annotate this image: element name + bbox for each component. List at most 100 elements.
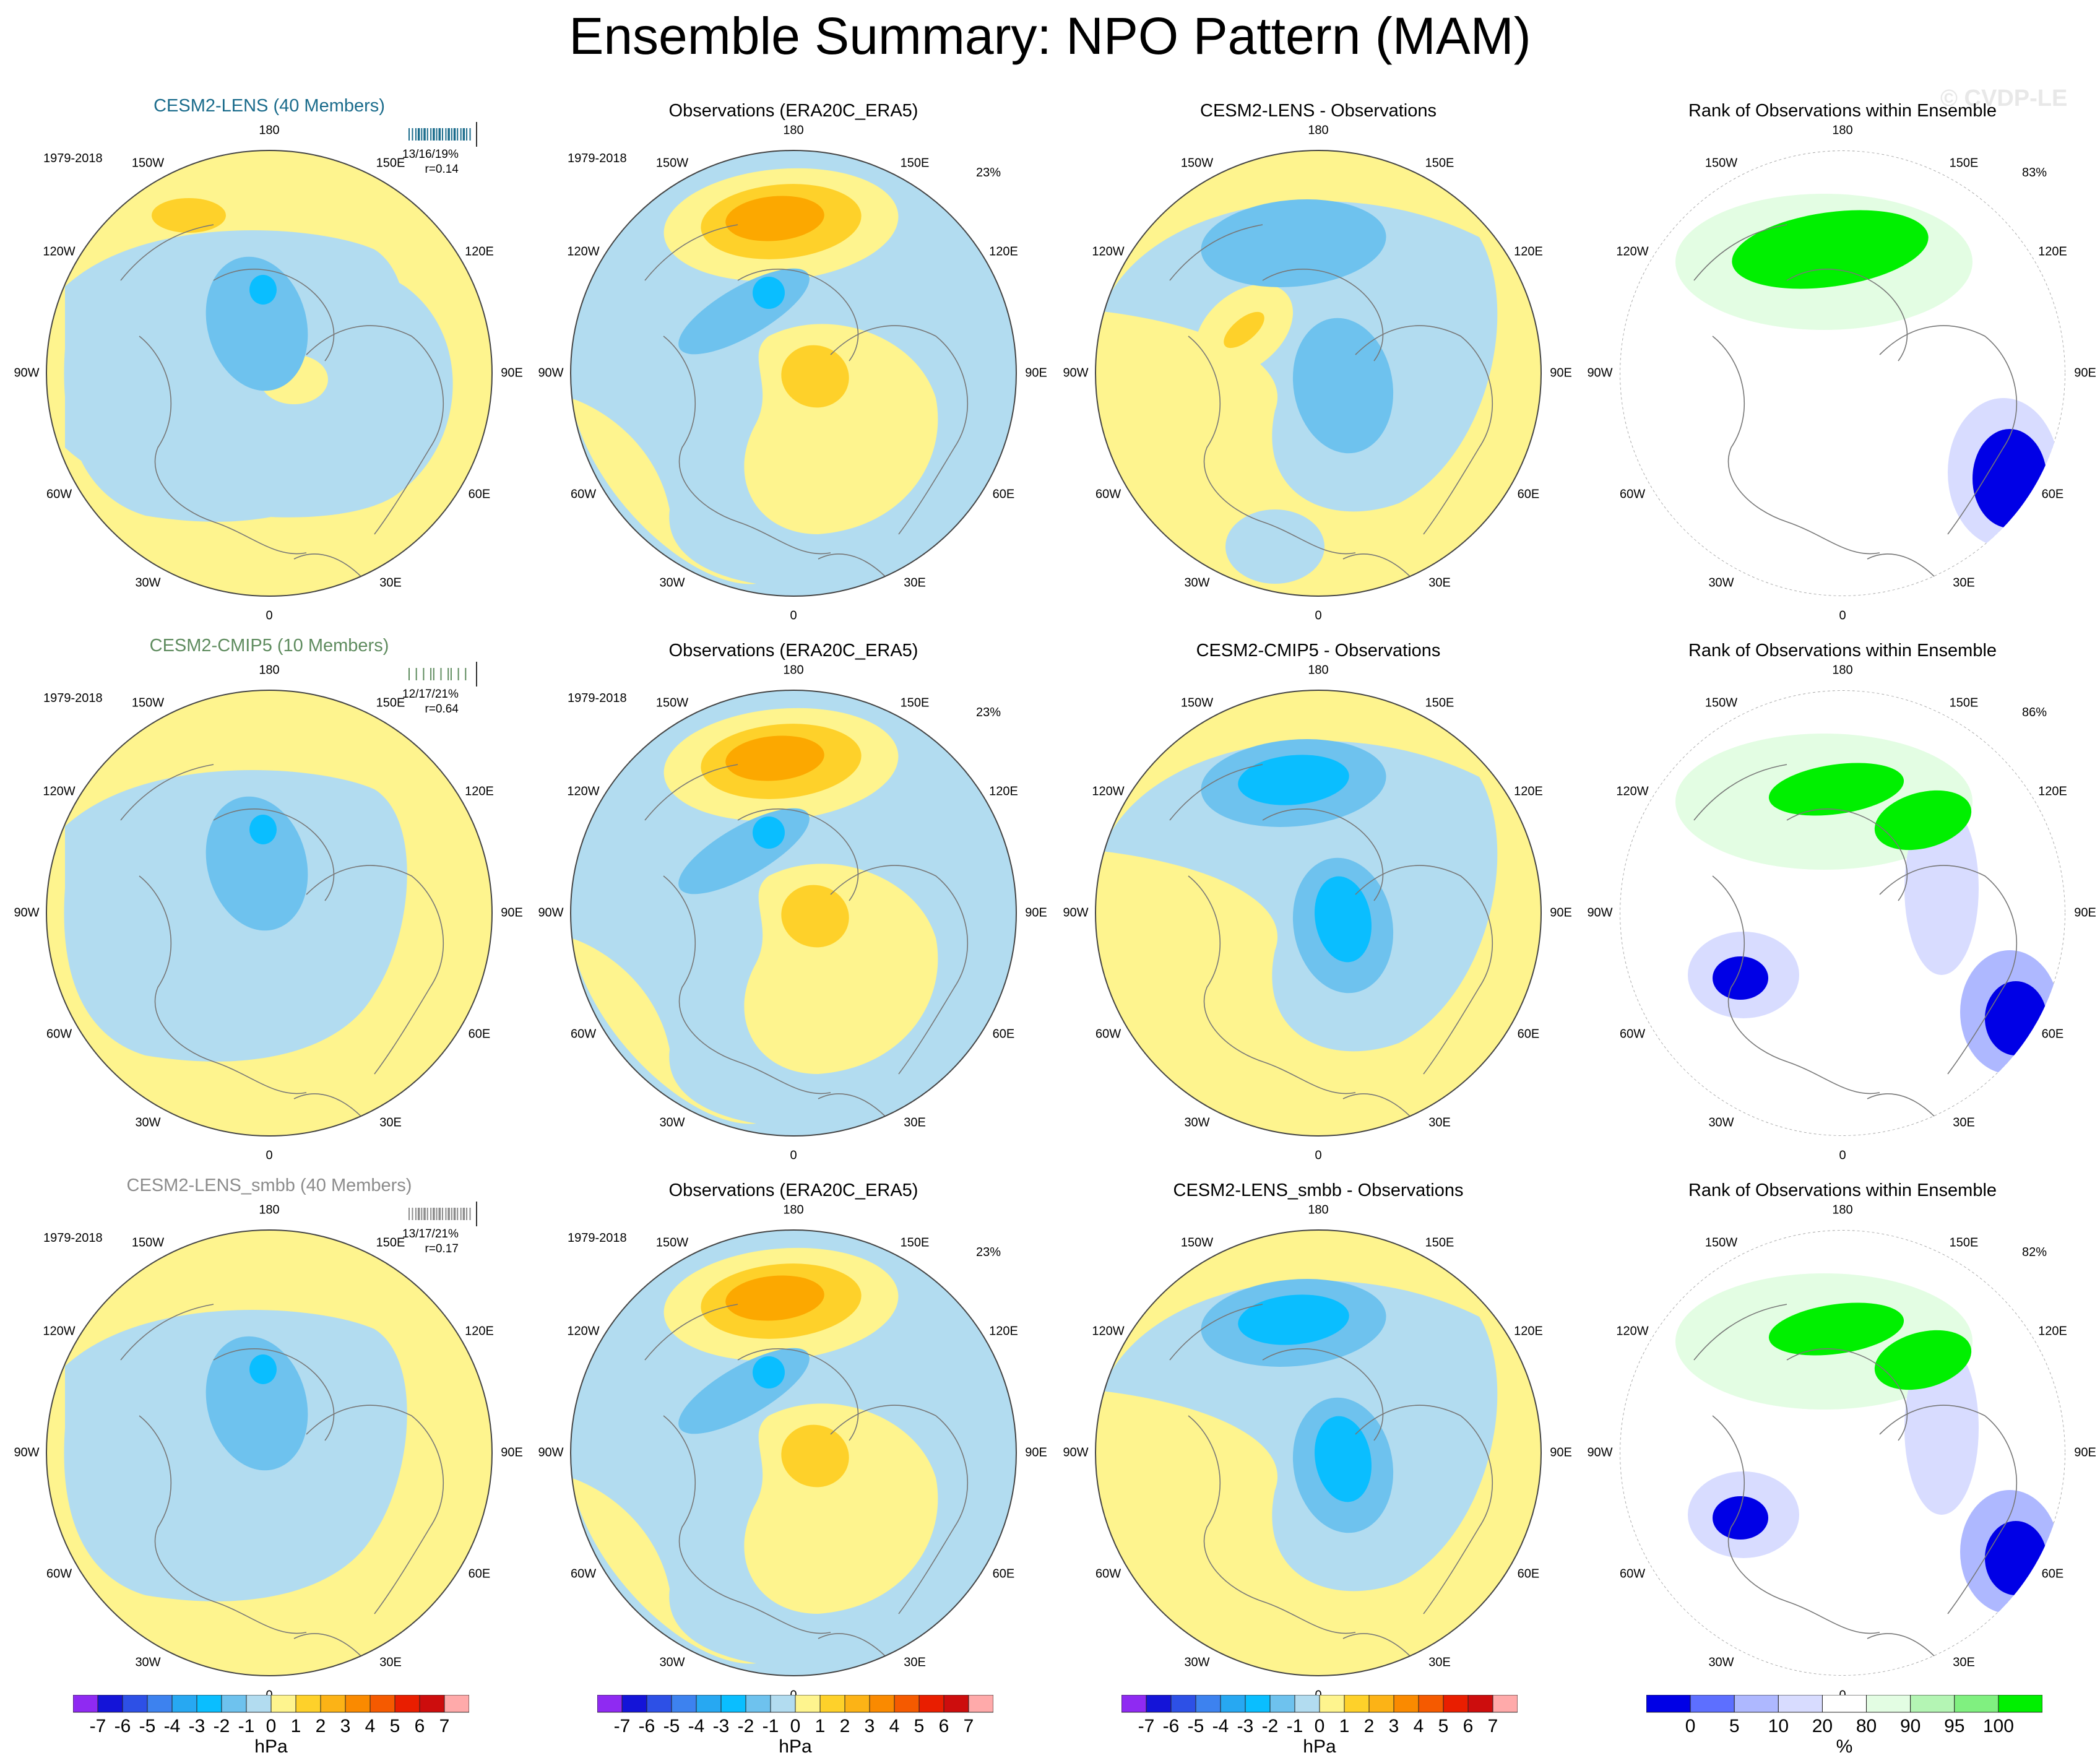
rank-region-100-b bbox=[1874, 790, 1972, 851]
longitude-label: 30E bbox=[379, 576, 402, 590]
longitude-label: 60E bbox=[468, 1027, 491, 1041]
colorbar-tick-label: 3 bbox=[340, 1716, 351, 1736]
coastline bbox=[663, 1415, 831, 1634]
longitude-label: 30E bbox=[379, 1115, 402, 1130]
colorbar-swatch bbox=[968, 1695, 993, 1713]
colorbar-swatch bbox=[1998, 1695, 2042, 1713]
rank-pct: 82% bbox=[2022, 1245, 2047, 1259]
positive-center-pacific bbox=[725, 735, 824, 781]
negative-cell-siberia bbox=[1292, 318, 1394, 454]
longitude-label: 0 bbox=[1839, 609, 1846, 623]
colorbar-tick-label: 6 bbox=[414, 1716, 425, 1736]
longitude-label: 90E bbox=[1550, 366, 1572, 380]
longitude-label: 0 bbox=[1315, 609, 1322, 623]
model-stats: 13/17/21% r=0.17 bbox=[402, 1227, 459, 1257]
colorbar-swatch bbox=[819, 1695, 845, 1713]
colorbar-tick-label: -4 bbox=[163, 1716, 181, 1736]
longitude-label: 120W bbox=[1616, 245, 1649, 259]
colorbar-swatch bbox=[73, 1695, 98, 1713]
coastline bbox=[1355, 325, 1493, 535]
colorbar-tick-label: -7 bbox=[613, 1716, 631, 1736]
colorbar-swatch bbox=[621, 1695, 647, 1713]
longitude-label: 60E bbox=[2041, 1027, 2064, 1041]
longitude-label: 120E bbox=[2038, 784, 2067, 799]
coastline bbox=[644, 764, 738, 821]
longitude-label: 60E bbox=[1517, 487, 1540, 501]
colorbar-tick-label: -6 bbox=[114, 1716, 131, 1736]
coastline bbox=[1867, 553, 1936, 578]
longitude-label: 120E bbox=[465, 245, 494, 259]
colorbar-swatch bbox=[943, 1695, 969, 1713]
coastline bbox=[1188, 1415, 1356, 1634]
longitude-label: 90E bbox=[1550, 1445, 1572, 1460]
rank-region-0 bbox=[1713, 1496, 1768, 1540]
longitude-label: 90E bbox=[2074, 366, 2096, 380]
rank-pct: 83% bbox=[2022, 166, 2047, 180]
obs-map bbox=[570, 1229, 1017, 1676]
model-map bbox=[46, 150, 493, 597]
longitude-label: 150E bbox=[1949, 156, 1979, 170]
longitude-label: 60W bbox=[1619, 1567, 1646, 1581]
longitude-label: 120W bbox=[1092, 784, 1125, 799]
colorbar-tick-label: 6 bbox=[938, 1716, 949, 1736]
diff-panel-title: CESM2-LENS_smbb - Observations bbox=[1173, 1180, 1464, 1200]
hpa-colorbar bbox=[1121, 1695, 1518, 1713]
longitude-label: 90E bbox=[1025, 906, 1047, 920]
coastline bbox=[663, 875, 831, 1094]
longitude-label: 30E bbox=[1428, 1655, 1451, 1670]
longitude-label: 30W bbox=[659, 1115, 685, 1130]
longitude-label: 90W bbox=[14, 1445, 40, 1460]
colorbar-swatch bbox=[844, 1695, 870, 1713]
colorbar-swatch bbox=[1245, 1695, 1271, 1713]
positive-region-atlantic bbox=[571, 398, 756, 584]
colorbar-swatch bbox=[270, 1695, 296, 1713]
longitude-label: 60W bbox=[46, 487, 72, 501]
colorbar-tick-label: -4 bbox=[1212, 1716, 1229, 1736]
longitude-label: 0 bbox=[1315, 1148, 1322, 1163]
colorbar-swatch bbox=[671, 1695, 697, 1713]
coastline bbox=[830, 865, 968, 1075]
longitude-label: 120E bbox=[989, 1324, 1018, 1338]
stats-line: r=0.64 bbox=[425, 703, 459, 716]
longitude-label: 120W bbox=[1616, 1324, 1649, 1338]
colorbar-swatch bbox=[1467, 1695, 1493, 1713]
member-spread-ticks bbox=[408, 1202, 477, 1226]
colorbar-swatch bbox=[795, 1695, 821, 1713]
obs-map bbox=[570, 690, 1017, 1137]
coastline bbox=[120, 1304, 214, 1361]
longitude-label: 180 bbox=[1308, 1203, 1329, 1217]
longitude-label: 60W bbox=[1619, 1027, 1646, 1041]
longitude-label: 180 bbox=[1832, 663, 1853, 677]
obs-panel-title: Observations (ERA20C_ERA5) bbox=[668, 641, 918, 661]
coastline bbox=[818, 1093, 887, 1118]
model-map bbox=[46, 1229, 493, 1676]
negative-center-pacific bbox=[1238, 755, 1349, 805]
negative-center-siberia bbox=[1315, 876, 1372, 963]
longitude-label: 90W bbox=[1587, 906, 1613, 920]
longitude-label: 150E bbox=[1949, 1236, 1979, 1250]
colorbar-swatch bbox=[1418, 1695, 1444, 1713]
longitude-label: 120W bbox=[1092, 245, 1125, 259]
coastline bbox=[1188, 875, 1356, 1094]
rank-map bbox=[1620, 150, 2065, 596]
hpa-colorbar bbox=[597, 1695, 993, 1713]
obs-variance-pct: 23% bbox=[976, 1245, 1001, 1259]
period-label: 1979-2018 bbox=[568, 152, 627, 165]
colorbar-tick-label: -7 bbox=[1138, 1716, 1155, 1736]
positive-center-pacific bbox=[725, 196, 824, 241]
colorbar-swatch bbox=[196, 1695, 222, 1713]
longitude-label: 30E bbox=[379, 1655, 402, 1670]
longitude-label: 120W bbox=[43, 784, 76, 799]
longitude-label: 60E bbox=[1517, 1027, 1540, 1041]
coastline bbox=[737, 269, 859, 362]
coastline bbox=[1188, 336, 1356, 555]
longitude-label: 150E bbox=[376, 1236, 405, 1250]
colorbar-tick-label: 5 bbox=[389, 1716, 400, 1736]
model-panel-title: CESM2-LENS_smbb (40 Members) bbox=[126, 1176, 412, 1195]
model-stats: 13/16/19% r=0.14 bbox=[402, 147, 459, 177]
longitude-label: 180 bbox=[783, 1203, 804, 1217]
longitude-label: 90W bbox=[538, 906, 564, 920]
colorbar-tick-label: 1 bbox=[815, 1716, 826, 1736]
colorbar-unit: hPa bbox=[779, 1736, 812, 1757]
longitude-label: 60W bbox=[570, 1567, 597, 1581]
